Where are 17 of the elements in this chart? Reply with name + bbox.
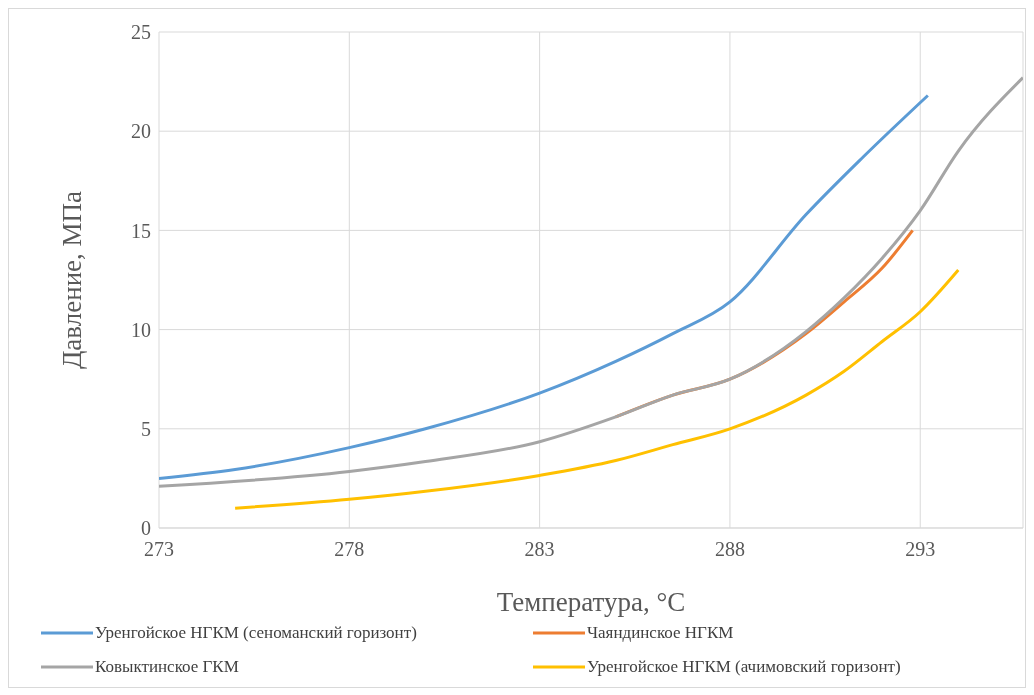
- legend-label: Уренгойское НГКМ (сеноманский горизонт): [95, 623, 417, 643]
- x-tick-label: 283: [524, 538, 555, 561]
- x-axis-title: Температура, °C: [496, 587, 686, 617]
- y-tick-label: 15: [131, 219, 151, 242]
- y-tick-label: 10: [131, 318, 151, 341]
- x-tick-label: 293: [905, 538, 936, 561]
- legend-label: Уренгойское НГКМ (ачимовский горизонт): [587, 657, 901, 677]
- y-tick-label: 5: [141, 417, 151, 440]
- y-tick-label: 20: [131, 120, 151, 143]
- y-axis-title: Давление, МПа: [56, 190, 87, 370]
- y-tick-label: 0: [141, 517, 151, 540]
- x-tick-label: 278: [334, 538, 365, 561]
- x-tick-label: 273: [144, 538, 174, 561]
- legend-label: Чаяндинское НГКМ: [587, 623, 734, 643]
- x-tick-label: 288: [714, 538, 745, 561]
- y-tick-label: 25: [131, 21, 151, 44]
- legend-label: Ковыктинское ГКМ: [95, 657, 239, 677]
